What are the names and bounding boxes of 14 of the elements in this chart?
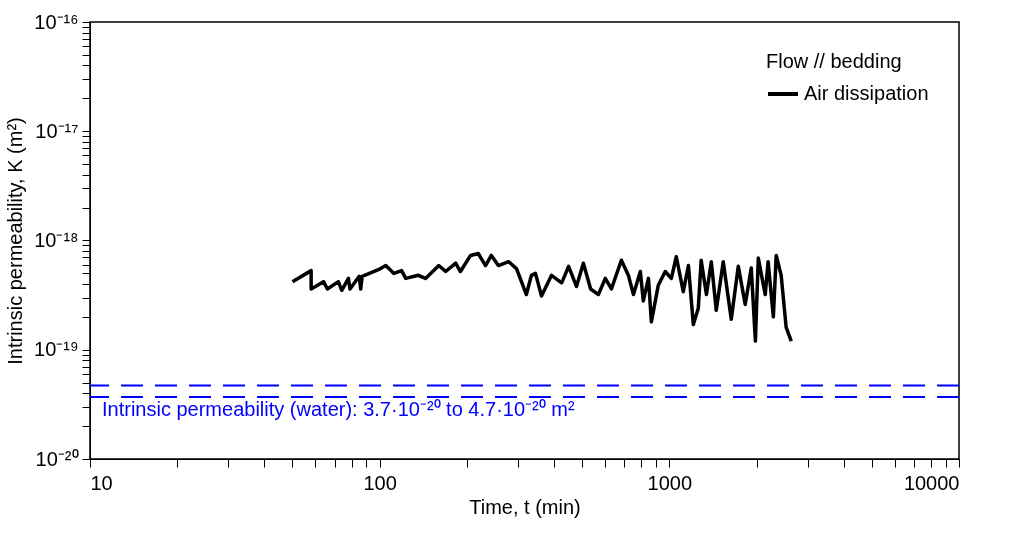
x-tick-label: 10	[90, 471, 113, 494]
x-tick-label: 10000	[903, 471, 960, 494]
x-tick-label: 100	[363, 471, 397, 494]
x-axis-title: Time, t (min)	[469, 495, 581, 518]
y-tick-label: 10⁻¹⁸	[34, 229, 79, 251]
y-axis-title: Intrinsic permeability, K (m²)	[4, 117, 27, 365]
y-tick-label: 10⁻¹⁹	[34, 338, 79, 361]
x-tick-label: 1000	[647, 471, 693, 494]
legend-title: Flow // bedding	[766, 50, 902, 72]
y-tick-label: 10⁻²⁰	[35, 447, 79, 470]
y-tick-label: 10⁻¹⁶	[34, 10, 79, 33]
annotation: Intrinsic permeability (water): 3.7·10⁻²⁰ to 4.7·10⁻²⁰ m²	[102, 398, 575, 420]
y-tick-label: 10⁻¹⁷	[35, 119, 79, 142]
legend-label: Air dissipation	[804, 82, 929, 104]
